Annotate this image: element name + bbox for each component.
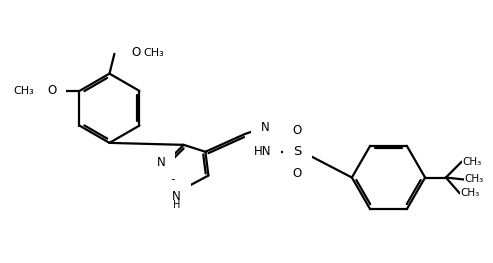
Text: O: O (293, 124, 302, 136)
Text: CH₃: CH₃ (143, 48, 164, 58)
Text: N: N (173, 190, 181, 203)
Text: O: O (47, 84, 56, 97)
Text: H: H (173, 200, 180, 210)
Text: HN: HN (254, 145, 272, 158)
Text: CH₃: CH₃ (13, 86, 34, 96)
Text: S: S (293, 145, 302, 158)
Text: CH₃: CH₃ (463, 157, 482, 167)
Text: O: O (132, 46, 141, 59)
Text: O: O (293, 167, 302, 180)
Text: CH₃: CH₃ (461, 188, 480, 198)
Text: N: N (260, 120, 269, 134)
Text: CH₃: CH₃ (465, 174, 484, 184)
Text: N: N (157, 156, 165, 169)
